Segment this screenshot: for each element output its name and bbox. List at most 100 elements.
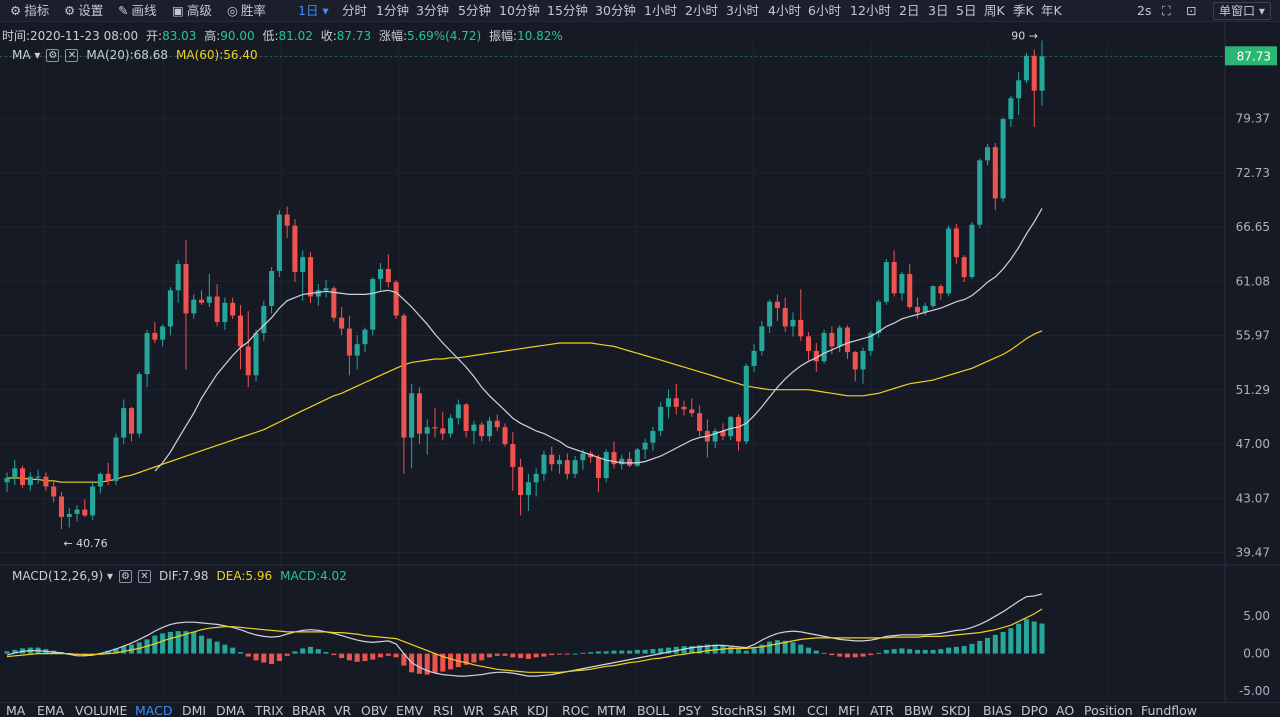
indicator-tab-dmi[interactable]: DMI	[182, 703, 207, 717]
timeframe-15[interactable]: 3日	[928, 3, 949, 18]
candle	[681, 400, 687, 416]
timeframe-11[interactable]: 4小时	[768, 3, 801, 18]
timeframe-12[interactable]: 6小时	[808, 3, 841, 18]
indicator-tab-volume[interactable]: VOLUME	[75, 703, 128, 717]
candle	[448, 414, 454, 438]
price-axis: 79.37 72.73 66.65 61.08 55.97 51.29 47.00 43.07…	[1236, 112, 1270, 698]
indicator-tab-brar[interactable]: BRAR	[292, 703, 326, 717]
main-close-icon[interactable]: ✕	[65, 48, 79, 62]
candle	[541, 450, 547, 481]
timeframe-4[interactable]: 5分钟	[458, 3, 491, 18]
timeframe-6[interactable]: 15分钟	[547, 3, 588, 18]
indicator-tab-atr[interactable]: ATR	[870, 703, 894, 717]
main-settings-icon[interactable]: ⚙	[46, 48, 60, 62]
indicator-tab-boll[interactable]: BOLL	[637, 703, 670, 717]
tool-0[interactable]: ⚙ 指标	[10, 2, 49, 20]
macd-bar	[556, 653, 563, 655]
sliders-icon: ⚙	[10, 3, 22, 18]
indicator-tab-stochrsi[interactable]: StochRSI	[711, 703, 767, 717]
timeframe-8[interactable]: 1小时	[644, 3, 677, 18]
tool-label: 高级	[186, 3, 212, 18]
indicator-tab-smi[interactable]: SMI	[773, 703, 796, 717]
timeframe-9[interactable]: 2小时	[685, 3, 718, 18]
ohlc-info-bar: 时间:2020-11-23 08:00 开:83.03 高:90.00 低:81…	[2, 27, 563, 44]
macd-bar	[440, 653, 446, 672]
indicator-tab-ma[interactable]: MA	[6, 703, 26, 717]
indicator-tab-psy[interactable]: PSY	[678, 703, 702, 717]
timeframe-1[interactable]: 分时	[342, 3, 368, 18]
main-indicator-name[interactable]: MA ▾	[12, 48, 41, 62]
candle	[984, 143, 991, 166]
macd-bar	[728, 646, 734, 654]
timeframe-14[interactable]: 2日	[899, 3, 920, 18]
timeframe-16[interactable]: 5日	[956, 3, 977, 18]
candle	[907, 264, 913, 310]
macd-bar	[315, 649, 321, 654]
timeframe-0[interactable]: 1日 ▾	[298, 3, 329, 18]
macd-bar	[510, 653, 516, 658]
indicator-tab-bias[interactable]: BIAS	[983, 703, 1012, 717]
indicator-tab-roc[interactable]: ROC	[562, 703, 590, 717]
indicator-tab-macd[interactable]: MACD	[135, 703, 173, 717]
candle	[113, 433, 119, 486]
fullscreen-icon[interactable]: ⛶	[1162, 3, 1171, 18]
indicator-tab-emv[interactable]: EMV	[396, 703, 424, 717]
candle	[720, 423, 726, 441]
refresh-interval[interactable]: 2s	[1137, 3, 1152, 18]
timeframe-2[interactable]: 1分钟	[376, 3, 409, 18]
macd-close-icon[interactable]: ✕	[137, 569, 151, 583]
macd-indicator-name[interactable]: MACD(12,26,9) ▾	[12, 569, 113, 583]
macd-bar	[113, 648, 119, 654]
indicator-tab-trix[interactable]: TRIX	[255, 703, 284, 717]
timeframe-19[interactable]: 年K	[1041, 3, 1062, 18]
timeframe-17[interactable]: 周K	[984, 3, 1005, 18]
tool-4[interactable]: ◎ 胜率	[227, 2, 266, 20]
candle	[533, 468, 539, 497]
window-mode-select[interactable]: 单窗口 ▾	[1213, 2, 1271, 20]
macd-bar	[494, 653, 500, 656]
timeframe-7[interactable]: 30分钟	[595, 3, 636, 18]
candle	[12, 460, 18, 486]
timeframe-18[interactable]: 季K	[1013, 3, 1034, 18]
indicator-tab-fundflow[interactable]: Fundflow	[1141, 703, 1198, 717]
indicator-tab-cci[interactable]: CCI	[807, 703, 829, 717]
indicator-tab-vr[interactable]: VR	[334, 703, 352, 717]
indicator-tab-mtm[interactable]: MTM	[597, 703, 627, 717]
indicator-tab-ema[interactable]: EMA	[37, 703, 65, 717]
candle	[782, 297, 788, 332]
timeframe-5[interactable]: 10分钟	[499, 3, 540, 18]
main-legend: MA ▾ ⚙ ✕ MA(20):68.68 MA(60):56.40	[12, 48, 258, 62]
ma60-path	[7, 330, 1043, 483]
timeframe-13[interactable]: 12小时	[850, 3, 891, 18]
capture-icon[interactable]: ⊡	[1186, 3, 1197, 18]
tool-3[interactable]: ▣ 高级	[172, 2, 212, 20]
indicator-tab-mfi[interactable]: MFI	[838, 703, 860, 717]
candle	[883, 259, 889, 305]
timeframe-10[interactable]: 3小时	[726, 3, 759, 18]
indicator-tab-ao[interactable]: AO	[1056, 703, 1075, 717]
macd-bar	[183, 631, 189, 654]
indicator-tab-wr[interactable]: WR	[463, 703, 485, 717]
indicator-tab-position[interactable]: Position	[1084, 703, 1133, 717]
macd-bar	[416, 653, 422, 674]
indicator-tab-obv[interactable]: OBV	[361, 703, 388, 717]
macd-bar	[790, 642, 796, 654]
macd-lines	[6, 593, 1043, 677]
indicator-tab-bbw[interactable]: BBW	[904, 703, 934, 717]
indicator-tab-skdj[interactable]: SKDJ	[941, 703, 971, 717]
candle	[144, 329, 150, 388]
indicator-tab-rsi[interactable]: RSI	[433, 703, 454, 717]
candle	[837, 325, 843, 353]
candle	[191, 294, 197, 319]
indicator-tab-sar[interactable]: SAR	[493, 703, 519, 717]
indicator-tab-dpo[interactable]: DPO	[1021, 703, 1049, 717]
timeframe-3[interactable]: 3分钟	[416, 3, 449, 18]
macd-settings-icon[interactable]: ⚙	[118, 569, 132, 583]
tool-1[interactable]: ⚙ 设置	[64, 2, 103, 20]
indicator-tab-kdj[interactable]: KDJ	[527, 703, 549, 717]
candle	[58, 492, 65, 529]
tool-2[interactable]: ✎ 画线	[118, 2, 157, 20]
gear-icon: ⚙	[64, 3, 76, 18]
indicator-tab-dma[interactable]: DMA	[216, 703, 245, 717]
